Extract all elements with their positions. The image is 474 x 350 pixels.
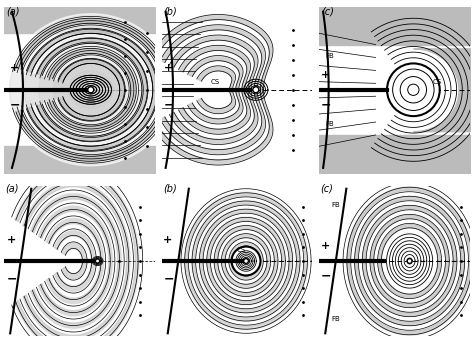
Polygon shape <box>46 218 104 304</box>
Circle shape <box>253 87 259 93</box>
Polygon shape <box>384 231 435 291</box>
Text: (c): (c) <box>321 184 334 194</box>
Polygon shape <box>183 192 309 330</box>
Polygon shape <box>9 22 172 158</box>
Circle shape <box>88 87 94 93</box>
Text: FB: FB <box>331 202 340 208</box>
Polygon shape <box>210 221 282 301</box>
Polygon shape <box>199 208 293 314</box>
Polygon shape <box>174 40 255 140</box>
Polygon shape <box>62 243 87 280</box>
Circle shape <box>407 259 412 264</box>
Polygon shape <box>151 14 273 165</box>
Polygon shape <box>160 25 265 155</box>
Text: −: − <box>321 99 332 112</box>
Polygon shape <box>214 225 278 297</box>
Polygon shape <box>37 39 147 141</box>
Polygon shape <box>206 217 286 305</box>
Polygon shape <box>27 187 126 335</box>
Text: CS: CS <box>237 247 246 253</box>
Text: FB: FB <box>331 316 340 322</box>
Text: −: − <box>10 99 20 112</box>
Text: −: − <box>7 272 18 285</box>
Polygon shape <box>58 236 91 286</box>
Polygon shape <box>183 50 247 129</box>
Polygon shape <box>164 30 262 150</box>
Polygon shape <box>180 188 312 335</box>
Polygon shape <box>228 242 264 280</box>
Text: +: + <box>10 63 19 73</box>
Polygon shape <box>187 196 305 326</box>
Polygon shape <box>39 47 143 133</box>
Text: −: − <box>163 272 173 285</box>
Text: (a): (a) <box>6 184 19 194</box>
Text: CS: CS <box>432 79 441 85</box>
Polygon shape <box>188 55 243 124</box>
Polygon shape <box>370 215 449 307</box>
Text: −: − <box>321 269 331 282</box>
Polygon shape <box>366 210 453 312</box>
Text: (b): (b) <box>163 184 177 194</box>
Polygon shape <box>18 175 135 347</box>
Polygon shape <box>358 201 461 321</box>
Text: (c): (c) <box>321 6 334 16</box>
Polygon shape <box>355 196 465 326</box>
Text: FB: FB <box>325 120 334 127</box>
Polygon shape <box>197 66 236 114</box>
Circle shape <box>244 259 248 264</box>
Polygon shape <box>50 224 100 298</box>
Polygon shape <box>195 204 297 318</box>
Polygon shape <box>346 187 473 335</box>
Polygon shape <box>11 14 174 166</box>
Polygon shape <box>32 34 152 146</box>
Polygon shape <box>22 24 164 156</box>
Polygon shape <box>34 199 118 323</box>
Text: +: + <box>163 235 173 245</box>
Circle shape <box>95 259 100 263</box>
Polygon shape <box>42 212 109 310</box>
Polygon shape <box>350 191 469 330</box>
Polygon shape <box>54 230 95 292</box>
Polygon shape <box>218 229 274 293</box>
Polygon shape <box>24 34 157 145</box>
Polygon shape <box>27 29 158 151</box>
Circle shape <box>232 246 261 275</box>
Polygon shape <box>225 238 267 285</box>
Polygon shape <box>146 9 277 170</box>
Polygon shape <box>155 20 269 160</box>
Polygon shape <box>38 205 113 316</box>
Circle shape <box>387 63 440 116</box>
Polygon shape <box>48 49 136 131</box>
Polygon shape <box>10 162 144 350</box>
Polygon shape <box>53 54 130 126</box>
Polygon shape <box>17 19 169 161</box>
Polygon shape <box>374 219 445 302</box>
Polygon shape <box>68 71 113 108</box>
Text: −: − <box>164 99 174 112</box>
Polygon shape <box>191 200 301 322</box>
Polygon shape <box>343 182 474 340</box>
Polygon shape <box>221 233 271 289</box>
Polygon shape <box>378 224 441 298</box>
Polygon shape <box>22 181 131 341</box>
Text: +: + <box>164 63 173 73</box>
Text: (a): (a) <box>6 6 19 16</box>
Text: +: + <box>7 235 17 245</box>
Polygon shape <box>192 61 239 119</box>
Polygon shape <box>169 35 258 145</box>
Polygon shape <box>178 45 251 134</box>
Polygon shape <box>58 59 125 121</box>
Text: FB: FB <box>325 53 334 59</box>
Polygon shape <box>30 193 122 329</box>
Text: +: + <box>321 241 330 251</box>
Polygon shape <box>54 59 128 121</box>
Polygon shape <box>202 212 290 309</box>
Text: CS: CS <box>210 79 220 85</box>
Polygon shape <box>15 168 139 350</box>
Text: (b): (b) <box>164 6 177 16</box>
Text: +: + <box>321 70 330 80</box>
Polygon shape <box>43 44 141 136</box>
Polygon shape <box>363 205 457 316</box>
